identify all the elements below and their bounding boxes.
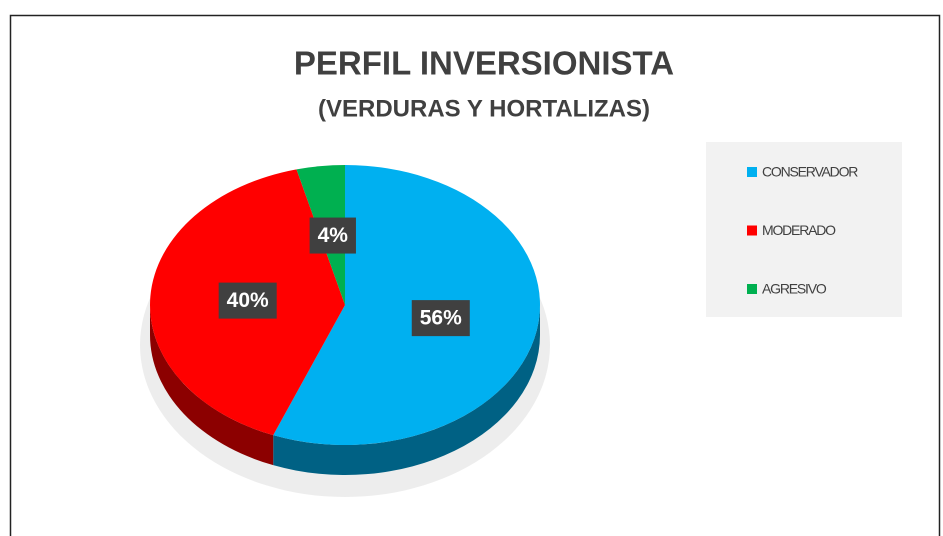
chart-subtitle: (VERDURAS Y HORTALIZAS) [318, 95, 650, 122]
slice [273, 165, 541, 446]
value-label: 40% [227, 289, 269, 312]
legend-swatch [747, 225, 757, 236]
value-label: 4% [318, 224, 349, 247]
legend-label: MODERADO [762, 222, 836, 238]
value-label-box [411, 300, 470, 337]
legend-box [706, 142, 902, 317]
legend-swatch [747, 167, 757, 177]
slice-side [150, 305, 274, 466]
legend-swatch [747, 284, 757, 294]
legend-label: AGRESIVO [762, 281, 827, 297]
legend-label: CONSERVADOR [762, 164, 858, 180]
chart-title: PERFIL INVERSIONISTA [294, 45, 674, 82]
value-label-box [309, 217, 356, 254]
slice-side [273, 305, 540, 475]
value-label: 56% [420, 307, 462, 330]
value-label-box [218, 282, 277, 319]
